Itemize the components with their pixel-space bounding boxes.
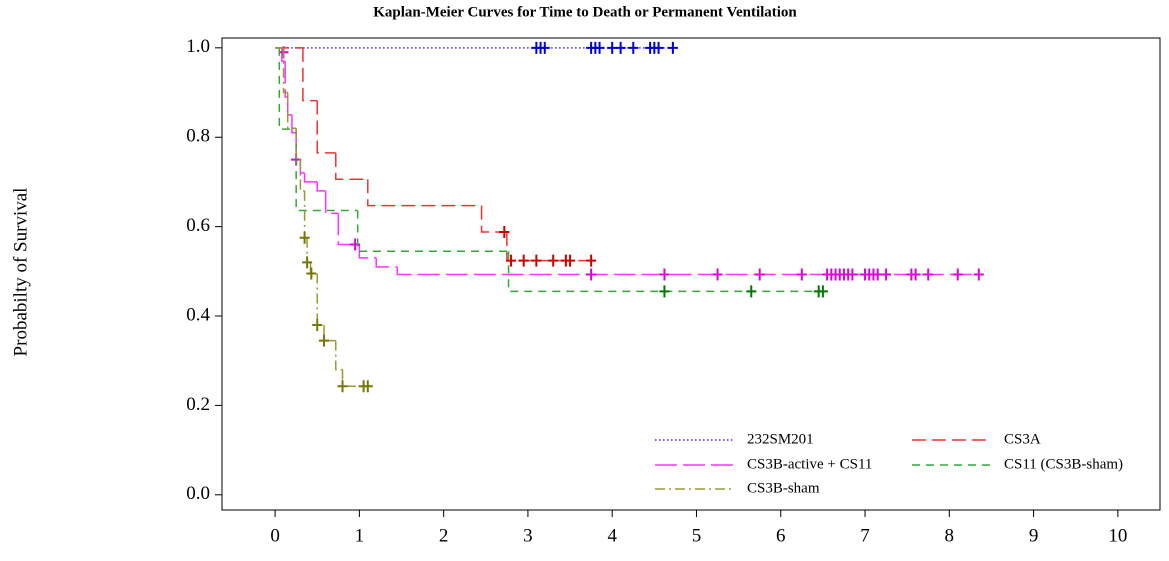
censor-mark xyxy=(362,380,373,393)
survival-step xyxy=(335,340,343,371)
survival-step xyxy=(316,273,324,326)
survival-step xyxy=(375,257,398,268)
survival-step xyxy=(341,369,368,387)
censor-mark xyxy=(586,254,597,267)
legend-label: CS3B-active + CS11 xyxy=(747,456,872,472)
x-tick-label: 3 xyxy=(523,525,533,546)
x-tick-label: 7 xyxy=(860,525,870,546)
censor-mark xyxy=(306,267,317,280)
censor-mark xyxy=(302,256,313,269)
legend-label: CS11 (CS3B-sham) xyxy=(1004,456,1123,472)
chart-title: Kaplan-Meier Curves for Time to Death or… xyxy=(373,4,797,20)
survival-step xyxy=(396,266,979,276)
censor-mark xyxy=(712,268,723,281)
y-tick-label: 0.2 xyxy=(186,394,210,415)
censor-mark xyxy=(565,254,576,267)
censor-mark xyxy=(973,268,984,281)
survival-step xyxy=(323,324,336,342)
censor-mark xyxy=(746,285,757,298)
censor-mark xyxy=(518,254,529,267)
x-tick-label: 1 xyxy=(355,525,365,546)
censor-mark xyxy=(754,268,765,281)
censor-mark xyxy=(628,41,639,54)
censor-mark xyxy=(594,41,605,54)
survival-step xyxy=(299,159,305,192)
censor-mark xyxy=(817,285,828,298)
censor-mark xyxy=(350,238,361,251)
censor-mark xyxy=(318,334,329,347)
y-tick-label: 0.4 xyxy=(186,304,210,325)
censor-mark xyxy=(615,41,626,54)
y-axis-label: Probabilty of Survival xyxy=(10,188,31,357)
survival-step xyxy=(295,129,358,212)
legend-label: 232SM201 xyxy=(747,431,814,447)
censor-mark xyxy=(539,41,550,54)
plot-frame xyxy=(221,37,1161,511)
censor-mark xyxy=(586,268,597,281)
y-tick-label: 0.8 xyxy=(186,126,210,147)
censor-mark xyxy=(872,268,883,281)
censor-mark xyxy=(337,380,348,393)
censor-mark xyxy=(847,268,858,281)
x-tick-label: 2 xyxy=(439,525,449,546)
survival-step xyxy=(302,47,318,102)
x-tick-label: 10 xyxy=(1108,525,1127,546)
censor-mark xyxy=(299,231,310,244)
survival-step xyxy=(286,92,297,130)
censor-mark xyxy=(659,285,670,298)
censor-mark xyxy=(506,254,517,267)
x-tick-label: 8 xyxy=(945,525,955,546)
survival-step xyxy=(303,190,308,239)
censor-mark xyxy=(499,225,510,238)
censor-mark xyxy=(923,268,934,281)
survival-step xyxy=(506,231,592,262)
censor-mark xyxy=(881,268,892,281)
survival-step xyxy=(303,172,318,183)
survival-step xyxy=(367,179,482,207)
y-tick-label: 0.0 xyxy=(186,483,210,504)
censor-mark xyxy=(796,268,807,281)
survival-step xyxy=(316,100,336,154)
survival-step xyxy=(358,244,377,259)
censor-mark xyxy=(667,41,678,54)
censor-mark xyxy=(910,268,921,281)
y-tick-label: 0.6 xyxy=(186,215,210,236)
censor-mark xyxy=(531,254,542,267)
censor-mark xyxy=(952,268,963,281)
x-tick-label: 9 xyxy=(1029,525,1039,546)
survival-step xyxy=(295,128,301,161)
survival-step xyxy=(507,251,823,293)
legend-label: CS3A xyxy=(1004,431,1041,447)
survival-step xyxy=(324,190,339,214)
censor-mark xyxy=(607,41,618,54)
censor-mark xyxy=(653,41,664,54)
survival-step xyxy=(282,47,288,94)
survival-step xyxy=(284,61,288,98)
survival-step xyxy=(337,213,360,246)
y-tick-label: 1.0 xyxy=(186,36,210,57)
legend-label: CS3B-sham xyxy=(747,480,820,496)
x-tick-label: 0 xyxy=(270,525,280,546)
censor-mark xyxy=(659,268,670,281)
survival-step xyxy=(335,152,368,180)
survival-step xyxy=(316,181,326,192)
x-tick-label: 5 xyxy=(692,525,702,546)
censor-mark xyxy=(548,254,559,267)
x-tick-label: 6 xyxy=(776,525,786,546)
censor-mark xyxy=(312,318,323,331)
survival-step xyxy=(356,210,509,252)
x-tick-label: 4 xyxy=(607,525,617,546)
survival-step xyxy=(291,114,297,134)
survival-step xyxy=(480,205,507,233)
